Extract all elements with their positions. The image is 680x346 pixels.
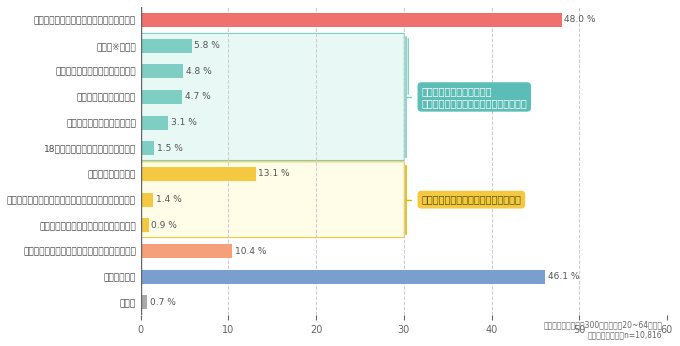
Text: 0.7 %: 0.7 % bbox=[150, 298, 175, 307]
Text: 対象者：有職・年収300万円以上の20~64歳男女
サンプルサイズ：n=10,816: 対象者：有職・年収300万円以上の20~64歳男女 サンプルサイズ：n=10,8… bbox=[543, 320, 662, 340]
Bar bbox=[141, 244, 232, 258]
FancyBboxPatch shape bbox=[136, 162, 405, 238]
Text: 10.4 %: 10.4 % bbox=[235, 246, 266, 255]
Text: 0.9 %: 0.9 % bbox=[152, 221, 177, 230]
Bar bbox=[141, 38, 192, 53]
Text: 1.4 %: 1.4 % bbox=[156, 195, 182, 204]
Bar bbox=[141, 295, 147, 309]
Bar bbox=[141, 218, 149, 233]
Text: 訪問の経験や関心がある自治体を応援: 訪問の経験や関心がある自治体を応援 bbox=[422, 195, 522, 205]
Text: 3.1 %: 3.1 % bbox=[171, 118, 197, 127]
Bar bbox=[141, 270, 545, 284]
Text: 4.7 %: 4.7 % bbox=[185, 92, 210, 101]
Text: 1.5 %: 1.5 % bbox=[156, 144, 182, 153]
Bar bbox=[141, 141, 154, 155]
Text: ふるさと納税第二の理念：
ふるさとやお世話になった自治体を応援: ふるさと納税第二の理念： ふるさとやお世話になった自治体を応援 bbox=[422, 86, 527, 108]
Bar bbox=[141, 64, 183, 78]
Text: 46.1 %: 46.1 % bbox=[547, 272, 579, 281]
Bar bbox=[141, 90, 182, 104]
Bar bbox=[141, 13, 562, 27]
Text: 5.8 %: 5.8 % bbox=[194, 41, 220, 50]
FancyBboxPatch shape bbox=[136, 34, 405, 161]
Bar bbox=[141, 167, 256, 181]
Bar bbox=[141, 116, 168, 130]
Text: 4.8 %: 4.8 % bbox=[186, 67, 211, 76]
Text: 13.1 %: 13.1 % bbox=[258, 170, 290, 179]
Text: 48.0 %: 48.0 % bbox=[564, 16, 596, 25]
Bar bbox=[141, 193, 153, 207]
